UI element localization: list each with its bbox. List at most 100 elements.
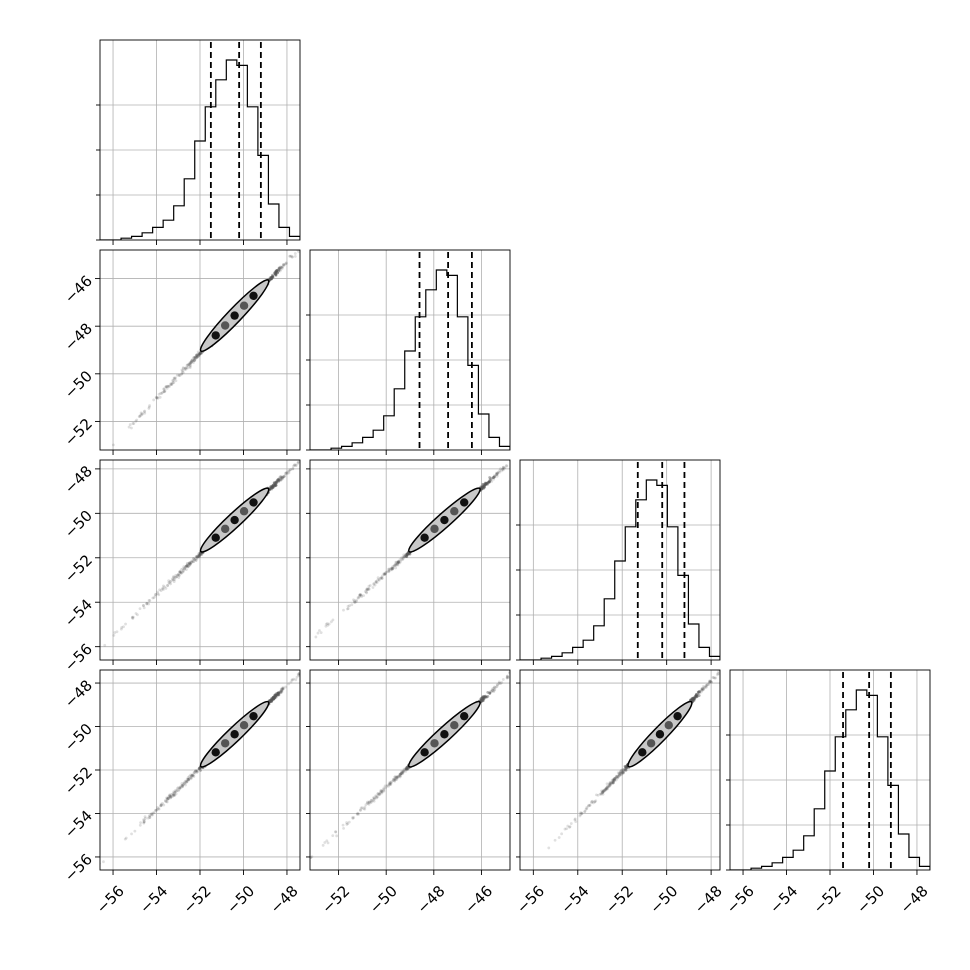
sample-point (297, 673, 300, 677)
sample-point (195, 770, 199, 774)
sample-point (497, 682, 501, 685)
sample-point (704, 685, 708, 689)
sample-point (692, 697, 696, 701)
sample-point (270, 485, 274, 489)
sample-point (390, 567, 394, 570)
sample-point (197, 767, 201, 770)
sample-point (197, 555, 201, 558)
sample-point (144, 816, 147, 820)
sample-point (165, 385, 168, 389)
sample-point (188, 561, 191, 565)
sample-point (709, 680, 712, 684)
sample-point (145, 601, 149, 605)
sample-point (610, 781, 613, 784)
tick-label-x-3-1: −54 (766, 882, 801, 917)
sample-point (502, 466, 506, 470)
sample-point (164, 385, 168, 389)
sample-point (690, 697, 694, 701)
sample-point (270, 275, 274, 279)
sample-point (192, 556, 195, 560)
sample-point (618, 773, 621, 777)
sample-point (148, 599, 152, 602)
sample-point (185, 564, 189, 568)
sample-point (406, 551, 409, 555)
sample-point (485, 482, 489, 485)
panel-1-0: −52 −50 −48 −46 (61, 242, 309, 455)
sample-point (283, 471, 287, 475)
sample-point (593, 800, 597, 804)
sample-point (138, 607, 142, 610)
sample-point (274, 273, 278, 277)
sample-point (194, 555, 198, 558)
sample-point (290, 255, 294, 259)
sample-point (180, 372, 184, 376)
sample-point (169, 383, 173, 387)
sample-point (620, 770, 624, 773)
sample-point (183, 782, 187, 786)
sample-point (268, 699, 272, 702)
sample-point (393, 778, 397, 782)
sample-point (491, 687, 495, 691)
sample-point (280, 687, 284, 691)
sample-point (186, 363, 190, 366)
sample-point (604, 786, 608, 790)
sample-point (268, 699, 272, 703)
sample-point (142, 821, 146, 825)
sample-point (273, 272, 277, 276)
sample-point (620, 768, 624, 772)
tick-label-y-2-3: −50 (61, 507, 96, 542)
sample-point (612, 779, 616, 782)
sample-point (384, 572, 387, 576)
sample-point (192, 361, 195, 364)
sample-point (166, 796, 170, 800)
sample-point (297, 648, 300, 651)
sample-point (177, 374, 181, 377)
sample-point (376, 792, 380, 796)
sample-point (275, 481, 279, 485)
sample-point (270, 698, 274, 702)
sample-point (306, 242, 309, 245)
sample-point (365, 801, 369, 805)
sample-point (495, 473, 498, 477)
panel-3-0: −56−54−52−50−48−56 −54 −52 −50 −48 (61, 669, 302, 917)
sample-point (701, 687, 704, 690)
sample-point (402, 769, 405, 773)
sample-point (269, 485, 273, 488)
sample-point (379, 576, 383, 580)
sample-point (601, 790, 605, 794)
sample-point (270, 699, 274, 703)
sample-point (185, 564, 189, 567)
sample-point (602, 788, 605, 792)
sample-point (580, 812, 584, 815)
sample-point (198, 352, 202, 356)
sample-point (193, 355, 197, 359)
sample-point (274, 694, 278, 698)
sample-point (198, 352, 202, 356)
sample-point (583, 809, 587, 813)
sample-point (568, 825, 571, 829)
sample-point (289, 254, 293, 258)
sample-point (178, 574, 181, 577)
sample-point (297, 672, 300, 675)
sample-point (504, 464, 508, 468)
sample-point (701, 688, 704, 692)
sample-point (148, 814, 152, 817)
sample-point (156, 396, 160, 400)
sample-point (346, 607, 349, 611)
sample-point (147, 407, 151, 410)
sample-point (496, 471, 500, 475)
tick-label-y-2-0: −56 (61, 640, 96, 675)
sample-point (142, 820, 146, 824)
sample-point (288, 468, 292, 472)
sample-point (500, 469, 503, 473)
density-core-3-2-2 (655, 730, 665, 739)
sample-point (391, 779, 395, 783)
sample-point (522, 450, 525, 453)
sample-point (393, 779, 397, 783)
sample-point (400, 771, 403, 775)
sample-point (579, 813, 582, 817)
sample-point (143, 815, 147, 819)
sample-point (185, 779, 188, 783)
sample-point (704, 684, 708, 687)
sample-point (698, 690, 702, 693)
